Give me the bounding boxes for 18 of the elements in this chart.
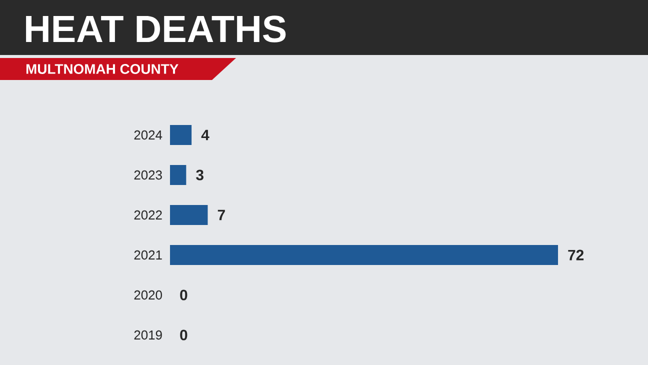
chart-title: HEAT DEATHS xyxy=(26,16,286,42)
chart-subtitle: MULTNOMAH COUNTY xyxy=(26,64,178,74)
data-label: 0 xyxy=(180,330,188,340)
data-label: 4 xyxy=(201,130,210,140)
y-tick-label: 2022 xyxy=(134,210,162,220)
y-tick-label: 2021 xyxy=(134,250,162,260)
data-label: 3 xyxy=(196,170,204,180)
bar xyxy=(170,245,558,266)
bar xyxy=(170,205,208,226)
y-tick-label: 2024 xyxy=(134,130,162,140)
y-tick-label: 2023 xyxy=(134,170,162,180)
data-label: 0 xyxy=(180,290,188,300)
data-label: 7 xyxy=(218,210,225,220)
y-tick-label: 2019 xyxy=(134,330,162,340)
y-tick-label: 2020 xyxy=(134,290,162,300)
bar xyxy=(170,125,192,146)
bar xyxy=(170,165,186,186)
data-label: 72 xyxy=(568,250,584,260)
